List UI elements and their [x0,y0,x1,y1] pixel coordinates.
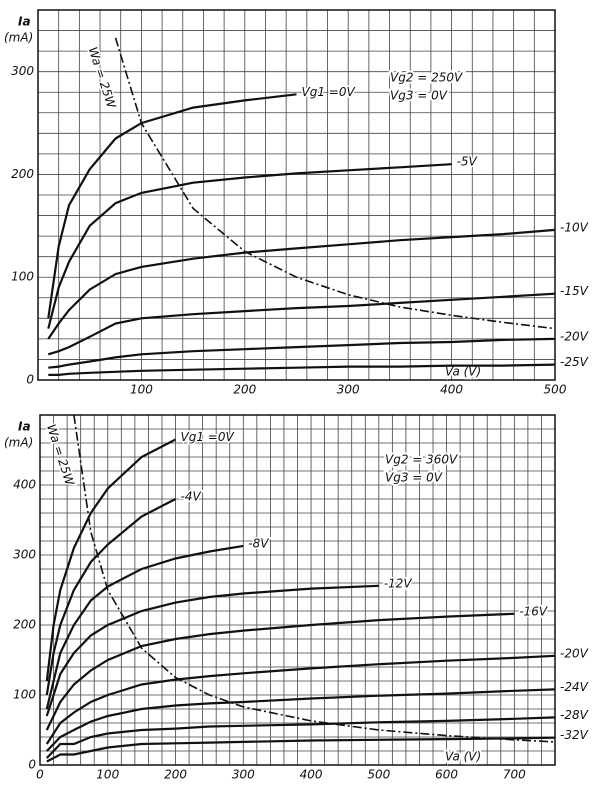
annotation: Vg3 = 0V [385,471,443,485]
y-tick-label: 0 [28,758,36,772]
characteristic-curve [46,688,556,752]
curve-label: Vg1 =0V [181,430,235,444]
x-tick-label: 0 [36,768,44,782]
y-axis-unit: (mA) [4,31,33,45]
characteristic-curve [45,584,379,717]
x-tick-label: 400 [440,383,463,397]
y-tick-label: 200 [11,167,34,181]
annotation: Vg3 = 0V [390,89,448,103]
power-limit-curve [114,37,556,330]
x-tick-label: 100 [96,768,119,782]
curve-label: -15V [560,284,589,298]
y-tick-label: 100 [11,270,34,284]
x-tick-label: 700 [503,768,526,782]
x-tick-label: 600 [435,768,458,782]
curve-label: -8V [248,536,269,550]
y-tick-label: 0 [26,373,34,387]
characteristic-curve [48,363,556,376]
characteristic-curve [47,93,297,319]
characteristic-curve [45,498,177,696]
curve-label: -10V [560,220,589,234]
characteristic-curve [47,228,556,340]
annotation: Vg2 = 250V [390,71,463,85]
annotation: Vg2 = 360V [385,453,458,467]
y-axis-label: Ia [18,420,31,434]
characteristic-curve [45,544,244,710]
power-limit-curve [73,414,556,743]
x-tick-label: 400 [300,768,323,782]
characteristic-curve [46,716,556,759]
x-tick-label: 200 [164,768,187,782]
x-tick-label: 200 [233,383,256,397]
characteristic-curve [48,337,556,369]
y-tick-label: 300 [11,64,34,78]
y-tick-label: 200 [13,618,36,632]
curve-label: Wa = 25W [86,45,119,111]
x-tick-label: 300 [232,768,255,782]
x-tick-label: 500 [367,768,390,782]
y-axis-label: Ia [18,15,31,29]
curve-label: -20V [560,646,589,660]
x-tick-label: 500 [544,383,567,397]
x-axis-label: Va (V) [445,365,481,379]
characteristic-curve [46,736,556,763]
x-axis-label: Va (V) [445,750,481,764]
curve-label: -28V [560,708,589,722]
plot-frame [37,9,556,381]
characteristic-curve [45,438,177,682]
y-tick-label: 300 [13,548,36,562]
x-tick-label: 100 [130,383,153,397]
curve-label: -25V [560,355,589,369]
curve-label: Vg1 =0V [302,85,356,99]
curve-label: Wa = 25W [44,423,77,489]
curve-label: -20V [560,329,589,343]
characteristic-curve [45,612,515,731]
characteristic-curve [45,654,556,745]
curve-label: -12V [384,576,413,590]
characteristic-curve [47,292,556,356]
y-tick-label: 400 [13,478,36,492]
y-tick-label: 100 [13,688,36,702]
curve-label: -4V [181,490,202,504]
curve-label: -5V [457,155,478,169]
curve-label: -24V [560,680,589,694]
plot-frame [39,414,556,766]
curve-label: -16V [519,604,548,618]
curve-label: -32V [560,728,589,742]
x-tick-label: 300 [337,383,360,397]
y-axis-unit: (mA) [4,436,33,450]
characteristic-curve [47,163,452,329]
